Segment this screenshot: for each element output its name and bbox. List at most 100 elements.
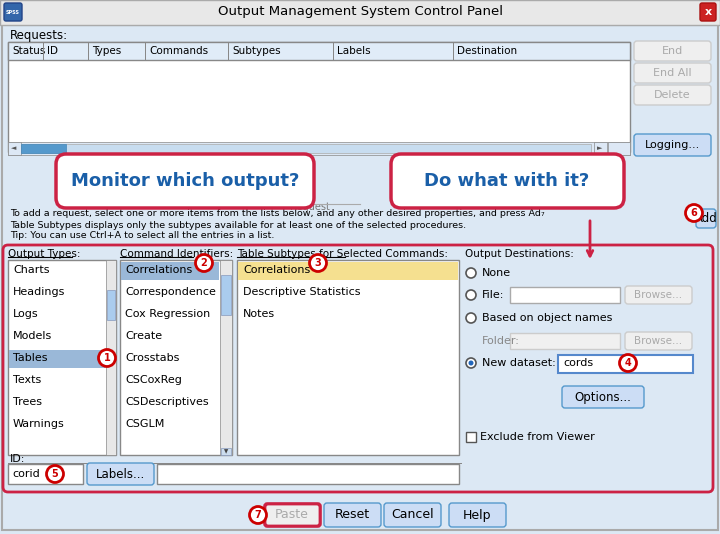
Text: Browse...: Browse... — [634, 290, 683, 300]
Circle shape — [250, 507, 266, 523]
Text: Table Subtypes for Selected Commands:: Table Subtypes for Selected Commands: — [237, 249, 448, 259]
Text: Warnings: Warnings — [13, 419, 65, 429]
Circle shape — [466, 290, 476, 300]
Bar — [594, 142, 607, 155]
Bar — [107, 290, 115, 320]
Text: Texts: Texts — [13, 375, 41, 385]
Text: Cancel: Cancel — [391, 508, 434, 522]
FancyBboxPatch shape — [625, 332, 692, 350]
Text: Delete: Delete — [654, 90, 690, 100]
Text: Trees: Trees — [13, 397, 42, 407]
Circle shape — [469, 360, 474, 365]
Bar — [9, 350, 105, 368]
Text: Exclude from Viewer: Exclude from Viewer — [480, 432, 595, 442]
Text: cords: cords — [563, 358, 593, 368]
Text: Correspondence: Correspondence — [125, 287, 216, 297]
Bar — [8, 142, 630, 155]
FancyBboxPatch shape — [634, 134, 711, 156]
Bar — [221, 275, 231, 315]
FancyBboxPatch shape — [625, 286, 692, 304]
Bar — [221, 448, 231, 455]
Text: Cox Regression: Cox Regression — [125, 309, 210, 319]
Text: Help: Help — [463, 508, 492, 522]
Text: Status: Status — [12, 46, 45, 56]
Text: Labels...: Labels... — [96, 467, 145, 481]
Text: ▼: ▼ — [224, 450, 228, 454]
Text: Folder:: Folder: — [482, 336, 520, 346]
Text: Correlations: Correlations — [125, 265, 192, 275]
Text: Output Destinations:: Output Destinations: — [465, 249, 574, 259]
Text: 5: 5 — [52, 469, 58, 479]
Text: ID: ID — [47, 46, 58, 56]
Text: Reset: Reset — [335, 508, 370, 522]
Bar — [21, 144, 591, 153]
Bar — [120, 260, 232, 455]
Bar — [237, 260, 459, 455]
Bar — [510, 333, 620, 349]
Text: Tip: You can use Ctrl+A to select all the entries in a list.: Tip: You can use Ctrl+A to select all th… — [10, 232, 274, 240]
FancyBboxPatch shape — [562, 386, 644, 408]
Text: ID:: ID: — [10, 454, 25, 464]
Bar — [8, 42, 630, 152]
Text: Table Subtypes displays only the subtypes available for at least one of the sele: Table Subtypes displays only the subtype… — [10, 221, 466, 230]
Bar — [145, 42, 146, 60]
FancyBboxPatch shape — [87, 463, 154, 485]
Bar — [228, 42, 229, 60]
Text: Paste: Paste — [275, 508, 309, 522]
Bar — [121, 262, 219, 280]
Text: None: None — [482, 268, 511, 278]
Circle shape — [466, 313, 476, 323]
FancyBboxPatch shape — [696, 209, 716, 228]
FancyBboxPatch shape — [700, 3, 716, 21]
Bar — [220, 260, 232, 455]
Bar — [0, 0, 720, 25]
Bar — [8, 464, 83, 484]
Text: Crosstabs: Crosstabs — [125, 353, 179, 363]
Circle shape — [466, 268, 476, 278]
Circle shape — [99, 349, 115, 366]
Text: Types: Types — [92, 46, 121, 56]
FancyBboxPatch shape — [449, 503, 506, 527]
Text: Labels: Labels — [337, 46, 371, 56]
Text: CSDescriptives: CSDescriptives — [125, 397, 209, 407]
Text: Headings: Headings — [13, 287, 66, 297]
Circle shape — [685, 205, 703, 222]
Bar — [8, 42, 630, 60]
Text: Logging...: Logging... — [645, 140, 700, 150]
Circle shape — [196, 255, 212, 271]
Text: Command Identifiers:: Command Identifiers: — [120, 249, 233, 259]
Text: Logs: Logs — [13, 309, 39, 319]
Text: Browse...: Browse... — [634, 336, 683, 346]
Text: 1: 1 — [104, 353, 110, 363]
FancyBboxPatch shape — [265, 504, 320, 526]
FancyBboxPatch shape — [634, 63, 711, 83]
Text: x: x — [704, 7, 711, 17]
Bar — [21, 144, 66, 153]
Text: Correlations: Correlations — [243, 265, 310, 275]
FancyBboxPatch shape — [634, 41, 711, 61]
FancyBboxPatch shape — [56, 154, 314, 208]
Text: corid: corid — [12, 469, 40, 479]
Text: Output Management System Control Panel: Output Management System Control Panel — [217, 5, 503, 19]
Text: Subtypes: Subtypes — [232, 46, 281, 56]
Text: ◄: ◄ — [12, 145, 17, 151]
Bar — [453, 42, 454, 60]
Circle shape — [466, 358, 476, 368]
FancyBboxPatch shape — [634, 85, 711, 105]
Text: End All: End All — [653, 68, 692, 78]
Text: Requests:: Requests: — [10, 28, 68, 42]
Bar — [558, 355, 693, 373]
Text: 6: 6 — [690, 208, 698, 218]
Text: 2: 2 — [201, 258, 207, 268]
Bar — [157, 464, 459, 484]
Text: Paste: Paste — [276, 508, 310, 522]
Text: Notes: Notes — [243, 309, 275, 319]
Text: To add a request, select one or more items from the lists below, and any other d: To add a request, select one or more ite… — [10, 209, 544, 218]
Text: Tables: Tables — [13, 353, 48, 363]
Text: 7: 7 — [255, 510, 261, 520]
Text: Charts: Charts — [13, 265, 50, 275]
Bar — [333, 42, 334, 60]
Bar — [43, 42, 44, 60]
Text: Do what with it?: Do what with it? — [424, 172, 590, 190]
Text: Models: Models — [13, 331, 53, 341]
